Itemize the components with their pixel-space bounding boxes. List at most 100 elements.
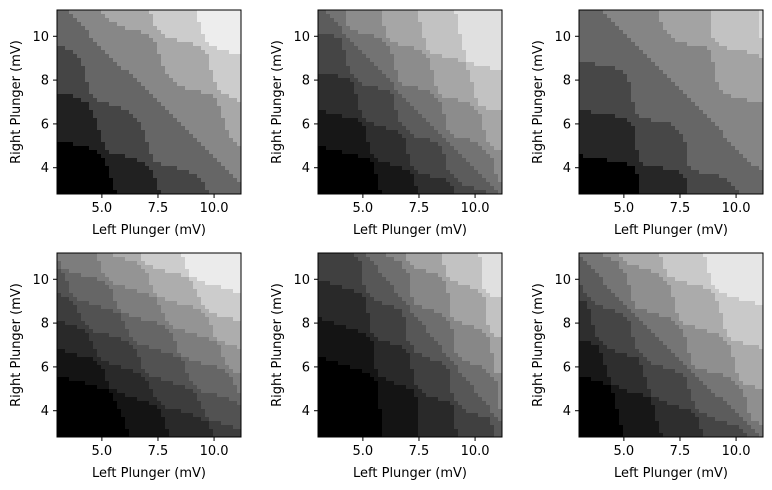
- heatmap-cell: [137, 98, 142, 103]
- heatmap-cell: [426, 158, 431, 163]
- heatmap-cell: [65, 14, 70, 19]
- heatmap-cell: [205, 46, 210, 51]
- heatmap-cell: [410, 142, 415, 147]
- heatmap-cell: [330, 170, 335, 175]
- heatmap-cell: [85, 186, 90, 191]
- heatmap-cell: [85, 106, 90, 111]
- heatmap-cell: [378, 102, 383, 107]
- heatmap-cell: [595, 126, 600, 131]
- heatmap-cell: [498, 42, 502, 47]
- heatmap-cell: [57, 54, 62, 59]
- heatmap-cell: [189, 66, 194, 71]
- heatmap-cell: [366, 14, 371, 19]
- heatmap-cell: [89, 94, 94, 99]
- heatmap-cell: [378, 70, 383, 75]
- x-tick-label: 5.0: [353, 201, 374, 216]
- heatmap-cell: [338, 134, 343, 139]
- heatmap-cell: [639, 38, 644, 43]
- heatmap-cell: [133, 166, 138, 171]
- heatmap-cell: [350, 18, 355, 23]
- heatmap-cell: [209, 134, 214, 139]
- heatmap-cell: [145, 66, 150, 71]
- heatmap-cell: [486, 102, 491, 107]
- heatmap-cell: [137, 110, 142, 115]
- heatmap-cell: [181, 30, 186, 35]
- heatmap-cell: [623, 98, 628, 103]
- heatmap-cell: [105, 154, 110, 159]
- heatmap-cell: [462, 110, 467, 115]
- heatmap-cell: [623, 174, 628, 179]
- heatmap-cell: [97, 182, 102, 187]
- heatmap-cell: [141, 146, 146, 151]
- heatmap-cell: [141, 26, 146, 31]
- heatmap-cell: [129, 70, 134, 75]
- heatmap-cell: [350, 30, 355, 35]
- heatmap-cell: [193, 162, 198, 167]
- heatmap-cell: [639, 90, 644, 95]
- heatmap-cell: [366, 30, 371, 35]
- heatmap-cell: [73, 166, 78, 171]
- heatmap-cell: [402, 134, 407, 139]
- heatmap-cell: [173, 86, 178, 91]
- heatmap-cell: [639, 74, 644, 79]
- heatmap-cell: [382, 82, 387, 87]
- heatmap-cell: [229, 126, 234, 131]
- heatmap-cell: [450, 158, 455, 163]
- heatmap-cell: [221, 166, 226, 171]
- heatmap-cell: [414, 158, 419, 163]
- heatmap-cell: [125, 170, 130, 175]
- heatmap-cell: [430, 130, 435, 135]
- heatmap-cell: [374, 54, 379, 59]
- heatmap-cell: [358, 22, 363, 27]
- heatmap-cell: [137, 78, 142, 83]
- heatmap-cell: [141, 78, 146, 83]
- heatmap-cell: [414, 110, 419, 115]
- heatmap-cell: [149, 90, 154, 95]
- heatmap-cell: [434, 150, 439, 155]
- heatmap-cell: [153, 110, 158, 115]
- heatmap-cell: [65, 110, 70, 115]
- heatmap-cell: [129, 102, 134, 107]
- heatmap-cell: [599, 174, 604, 179]
- heatmap-cell: [181, 158, 186, 163]
- heatmap-cell: [165, 190, 170, 194]
- heatmap-cell: [105, 66, 110, 71]
- heatmap-cell: [482, 58, 487, 63]
- heatmap-cell: [607, 150, 612, 155]
- heatmap-cell: [350, 102, 355, 107]
- heatmap-cell: [177, 134, 182, 139]
- heatmap-cell: [193, 74, 198, 79]
- heatmap-cell: [145, 30, 150, 35]
- heatmap-cell: [65, 150, 70, 155]
- heatmap-cell: [615, 166, 620, 171]
- heatmap-cell: [482, 102, 487, 107]
- heatmap-cell: [161, 146, 166, 151]
- heatmap-cell: [418, 146, 423, 151]
- heatmap-cell: [486, 94, 491, 99]
- heatmap-cell: [603, 106, 608, 111]
- heatmap-cell: [113, 190, 118, 194]
- heatmap-cell: [362, 42, 367, 47]
- heatmap-cell: [346, 94, 351, 99]
- heatmap-cell: [595, 70, 600, 75]
- heatmap-cell: [161, 82, 166, 87]
- heatmap-cell: [338, 42, 343, 47]
- heatmap-cell: [358, 178, 363, 183]
- heatmap-cell: [374, 90, 379, 95]
- heatmap-cell: [430, 18, 435, 23]
- heatmap-cell: [346, 178, 351, 183]
- heatmap-cell: [133, 78, 138, 83]
- heatmap-cell: [193, 150, 198, 155]
- heatmap-cell: [390, 134, 395, 139]
- heatmap-cell: [61, 34, 66, 39]
- heatmap-cell: [346, 122, 351, 127]
- heatmap-cell: [583, 134, 588, 139]
- heatmap-cell: [362, 190, 367, 194]
- heatmap-cell: [591, 66, 596, 71]
- heatmap-cell: [69, 106, 74, 111]
- heatmap-cell: [229, 166, 234, 171]
- heatmap-cell: [466, 46, 471, 51]
- heatmap-cell: [57, 106, 62, 111]
- heatmap-cell: [346, 70, 351, 75]
- heatmap-cell: [85, 50, 90, 55]
